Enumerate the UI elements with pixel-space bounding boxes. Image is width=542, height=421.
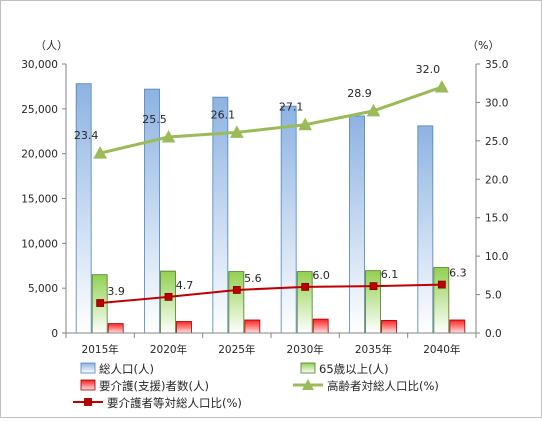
care-ratio-label: 6.0 (312, 269, 330, 282)
right-tick-label: 25.0 (485, 136, 508, 148)
legend-marker (302, 379, 314, 390)
left-tick-label: 0 (51, 328, 58, 340)
axes (62, 63, 480, 338)
bar-3 (107, 323, 124, 334)
right-axis-ticks: 0.0 5.0 10.0 15.0 20.0 25.0 30.0 35.0 (485, 59, 508, 340)
aged-ratio-marker (93, 146, 108, 159)
category-label: 2035年 (355, 343, 392, 356)
bar-3 (176, 321, 192, 334)
aged-ratio-label: 25.5 (142, 113, 167, 126)
care-ratio-label: 5.6 (244, 272, 262, 285)
legend-label: 65歳以上(人) (319, 362, 389, 376)
legend-swatch (80, 362, 96, 374)
care-ratio-marker (232, 286, 241, 294)
left-tick-label: 20,000 (21, 149, 58, 161)
bar-1 (75, 83, 92, 334)
aged-ratio-label: 32.0 (416, 63, 441, 76)
care-ratio-marker (437, 280, 446, 289)
bar-3 (449, 319, 466, 334)
care-ratio-label: 6.3 (449, 267, 467, 280)
aged-ratio-label: 27.1 (279, 101, 304, 114)
aged-ratio-label: 26.1 (211, 108, 236, 121)
care-ratio-marker (164, 292, 173, 301)
care-ratio-marker (301, 282, 310, 291)
aged-ratio-label: 23.4 (74, 129, 99, 142)
legend: 総人口(人) 65歳以上(人) 要介護(支援)者数(人) 高齢者対総人口比(%) 要介護… (73, 362, 439, 410)
line-series: 23.4 25.5 26.1 27.1 28.9 32.0 3.9 4.7 5.6 6.0 6.1 6… (74, 63, 467, 307)
right-tick-label: 0.0 (485, 328, 502, 340)
bar-series (75, 83, 466, 334)
care-ratio-label: 3.9 (107, 285, 125, 298)
left-axis-ticks: 0 5,000 10,000 15,000 20,000 25,000 30,000 (21, 59, 58, 340)
left-tick-label: 30,000 (21, 59, 58, 71)
right-axis-unit: （%） (467, 39, 499, 52)
care-ratio-label: 6.1 (381, 268, 399, 281)
bar-1 (280, 105, 297, 334)
care-ratio-marker (96, 299, 105, 307)
aged-ratio-marker (161, 129, 176, 143)
left-tick-label: 5,000 (28, 283, 58, 295)
category-label: 2020年 (150, 343, 187, 356)
legend-swatch (300, 362, 316, 374)
right-tick-label: 20.0 (485, 174, 508, 186)
left-axis-unit: （人） (35, 39, 68, 52)
right-tick-label: 30.0 (485, 97, 508, 109)
category-label: 2040年 (423, 343, 460, 356)
legend-label: 高齢者対総人口比(%) (327, 379, 439, 393)
series-line-2 (100, 283, 442, 305)
bar-3 (244, 319, 261, 334)
bar-3 (312, 318, 329, 334)
care-ratio-label: 4.7 (176, 279, 194, 292)
legend-label: 要介護(支援)者数(人) (99, 379, 209, 393)
left-tick-label: 15,000 (21, 194, 58, 206)
legend-label: 要介護者等対総人口比(%) (107, 396, 242, 410)
category-label: 2025年 (218, 343, 255, 356)
aged-ratio-marker (366, 103, 381, 117)
left-tick-label: 25,000 (21, 104, 58, 116)
bar-3 (381, 320, 397, 334)
bar-2 (160, 270, 176, 334)
right-tick-label: 35.0 (485, 59, 508, 71)
right-tick-label: 10.0 (485, 251, 508, 263)
aged-ratio-marker (298, 117, 313, 131)
bar-2 (365, 270, 381, 334)
legend-marker (84, 398, 92, 406)
bar-2 (228, 271, 245, 334)
category-label: 2030年 (287, 343, 324, 356)
series-line-1 (99, 85, 443, 155)
aged-ratio-marker (229, 125, 244, 138)
left-tick-label: 10,000 (21, 238, 58, 250)
legend-swatch (80, 379, 96, 391)
right-tick-label: 15.0 (485, 213, 508, 225)
category-labels: 2015年 2020年 2025年 2030年 2035年 2040年 (82, 343, 461, 356)
bar-1 (349, 115, 365, 334)
bar-1 (417, 125, 434, 334)
bar-2 (433, 267, 450, 334)
care-ratio-marker (369, 282, 378, 291)
category-label: 2015年 (82, 343, 119, 356)
legend-label: 総人口(人) (99, 362, 154, 376)
aged-ratio-marker (434, 80, 449, 93)
bar-2 (296, 271, 313, 334)
right-tick-label: 5.0 (485, 290, 502, 302)
aged-ratio-label: 28.9 (347, 87, 372, 100)
